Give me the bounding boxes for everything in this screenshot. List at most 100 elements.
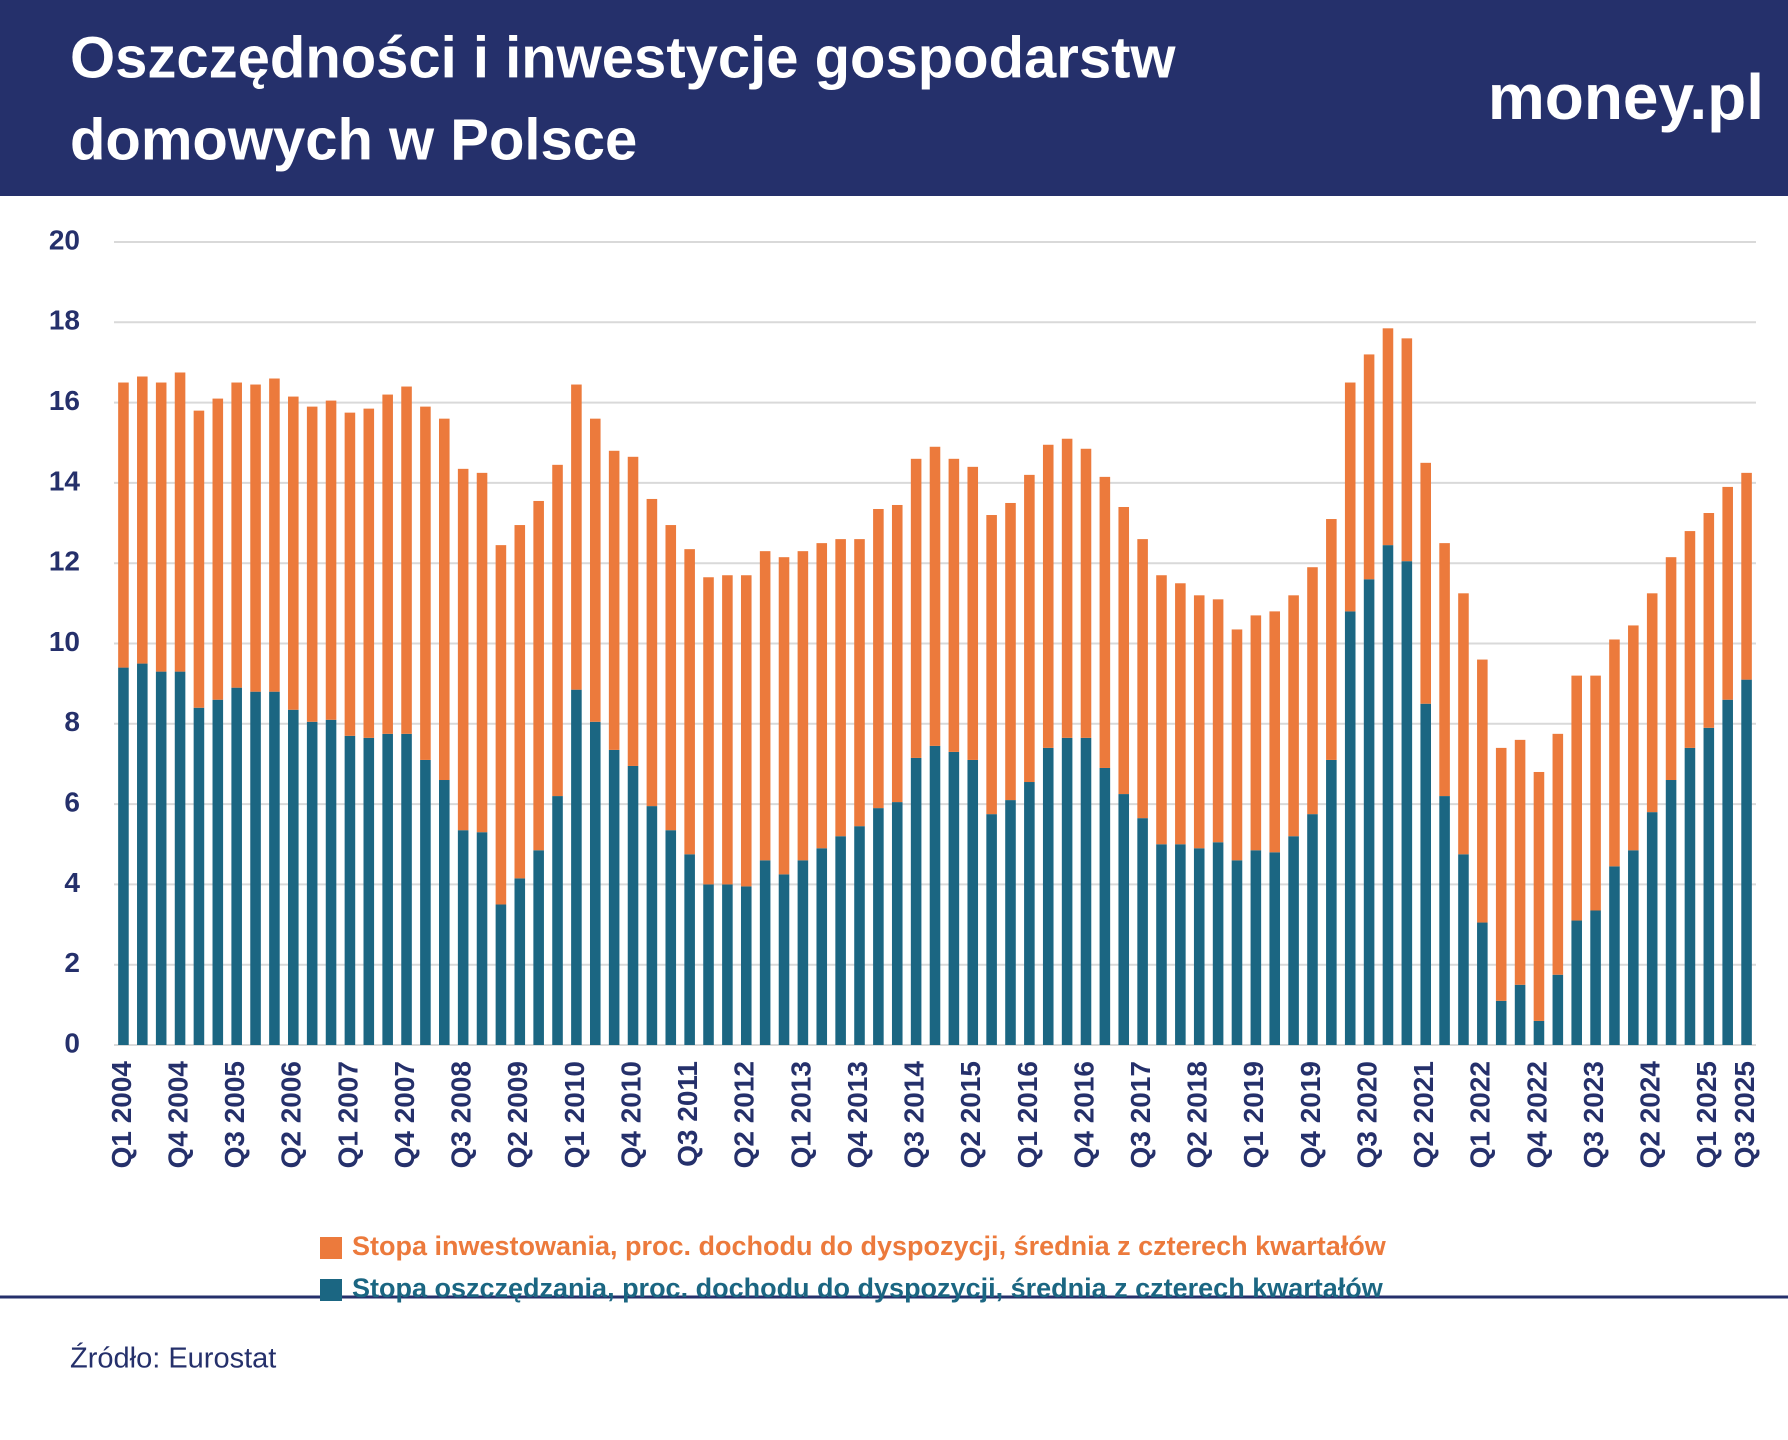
bar-segment bbox=[571, 689, 582, 1045]
bar-segment bbox=[891, 802, 903, 1045]
bar-segment bbox=[288, 396, 299, 710]
bar-segment bbox=[608, 749, 620, 1045]
x-tick-label: Q4 2010 bbox=[615, 1061, 646, 1168]
bar-segment bbox=[1609, 866, 1620, 1045]
y-tick-label: 12 bbox=[49, 546, 80, 577]
bar-segment bbox=[1458, 593, 1469, 855]
y-tick-label: 10 bbox=[49, 626, 80, 657]
bar-segment bbox=[1439, 543, 1450, 797]
bar-segment bbox=[174, 372, 186, 672]
bar-segment bbox=[1269, 852, 1281, 1045]
bar-segment bbox=[948, 458, 960, 752]
bar-segment bbox=[986, 814, 997, 1045]
bar-segment bbox=[684, 854, 695, 1045]
bar-segment bbox=[1741, 472, 1752, 680]
bar-segment bbox=[1061, 737, 1073, 1045]
bar-segment bbox=[1193, 848, 1205, 1045]
x-tick-label: Q3 2023 bbox=[1578, 1061, 1609, 1168]
bar-segment bbox=[193, 410, 205, 708]
bar-segment bbox=[212, 398, 224, 700]
x-tick-label: Q4 2019 bbox=[1295, 1061, 1326, 1168]
bar-segment bbox=[986, 515, 997, 815]
x-tick-label: Q2 2021 bbox=[1408, 1061, 1439, 1168]
bar-segment bbox=[1099, 767, 1111, 1045]
x-tick-label: Q1 2007 bbox=[332, 1061, 363, 1168]
bar-segment bbox=[1326, 519, 1337, 760]
bar-segment bbox=[740, 575, 752, 887]
bar-segment bbox=[759, 551, 771, 861]
bar-segment bbox=[155, 671, 167, 1045]
bar-segment bbox=[1231, 860, 1243, 1045]
bar-segment bbox=[1722, 486, 1733, 700]
x-tick-label: Q3 2020 bbox=[1351, 1061, 1382, 1168]
bar-segment bbox=[1571, 675, 1582, 921]
bar-segment bbox=[1042, 444, 1054, 748]
y-tick-label: 4 bbox=[64, 867, 80, 898]
bar-segment bbox=[571, 384, 582, 690]
y-tick-label: 6 bbox=[64, 786, 80, 817]
bar-segment bbox=[439, 780, 450, 1045]
y-tick-label: 8 bbox=[64, 706, 80, 737]
bar-segment bbox=[1552, 733, 1564, 975]
bar-segment bbox=[1703, 513, 1715, 728]
x-tick-label: Q1 2019 bbox=[1238, 1061, 1269, 1168]
bar-segment bbox=[1382, 328, 1394, 546]
bar-segment bbox=[363, 737, 375, 1045]
bar-segment bbox=[910, 458, 922, 758]
bar-segment bbox=[1344, 611, 1356, 1045]
bar-segment bbox=[1118, 506, 1130, 795]
bar-segment bbox=[1477, 659, 1488, 923]
bar-segment bbox=[325, 719, 337, 1045]
bar-segment bbox=[1250, 615, 1262, 851]
bar-segment bbox=[1401, 338, 1413, 562]
bar-segment bbox=[1665, 557, 1677, 781]
x-tick-label: Q1 2004 bbox=[106, 1061, 137, 1169]
bar-segment bbox=[137, 663, 148, 1045]
bar-segment bbox=[627, 456, 639, 766]
header-band bbox=[0, 0, 1788, 196]
bar-segment bbox=[854, 826, 865, 1045]
bar-segment bbox=[967, 759, 979, 1045]
bar-segment bbox=[288, 709, 299, 1045]
bar-segment bbox=[1533, 1020, 1545, 1045]
bar-segment bbox=[1495, 747, 1507, 1001]
bar-segment bbox=[1552, 974, 1564, 1045]
x-tick-label: Q4 2013 bbox=[842, 1061, 873, 1168]
bar-segment bbox=[1628, 625, 1639, 851]
y-tick-label: 14 bbox=[49, 465, 81, 496]
bar-segment bbox=[1005, 800, 1016, 1045]
bar-segment bbox=[1212, 599, 1224, 843]
bar-segment bbox=[363, 408, 375, 738]
bar-segment bbox=[1175, 844, 1186, 1045]
bar-segment bbox=[722, 575, 733, 885]
bar-segment bbox=[854, 539, 865, 827]
bar-segment bbox=[420, 759, 431, 1045]
bar-segment bbox=[1288, 836, 1299, 1045]
bar-segment bbox=[873, 508, 884, 809]
bar-segment bbox=[1288, 595, 1299, 837]
x-tick-label: Q3 2017 bbox=[1125, 1061, 1156, 1168]
bar-segment bbox=[703, 884, 714, 1045]
bar-segment bbox=[1363, 354, 1375, 580]
legend-label: Stopa oszczędzania, proc. dochodu do dys… bbox=[352, 1273, 1384, 1303]
bar-segment bbox=[1137, 539, 1148, 819]
bar-segment bbox=[401, 733, 412, 1045]
bar-segment bbox=[1099, 476, 1111, 768]
bar-segment bbox=[1590, 675, 1601, 911]
bar-segment bbox=[1590, 910, 1601, 1045]
y-tick-label: 18 bbox=[49, 305, 80, 336]
bar-segment bbox=[306, 406, 318, 722]
bar-segment bbox=[627, 765, 639, 1045]
bar-segment bbox=[1156, 575, 1167, 845]
bar-segment bbox=[1646, 812, 1658, 1045]
bar-segment bbox=[1212, 842, 1224, 1045]
bar-segment bbox=[835, 836, 846, 1045]
bar-segment bbox=[420, 406, 431, 760]
x-tick-label: Q3 2014 bbox=[899, 1061, 930, 1169]
bar-segment bbox=[1250, 850, 1262, 1045]
bar-segment bbox=[193, 707, 205, 1045]
bar-segment bbox=[325, 400, 337, 720]
bar-segment bbox=[684, 549, 695, 855]
bar-segment bbox=[948, 751, 960, 1045]
bar-segment bbox=[646, 806, 658, 1045]
